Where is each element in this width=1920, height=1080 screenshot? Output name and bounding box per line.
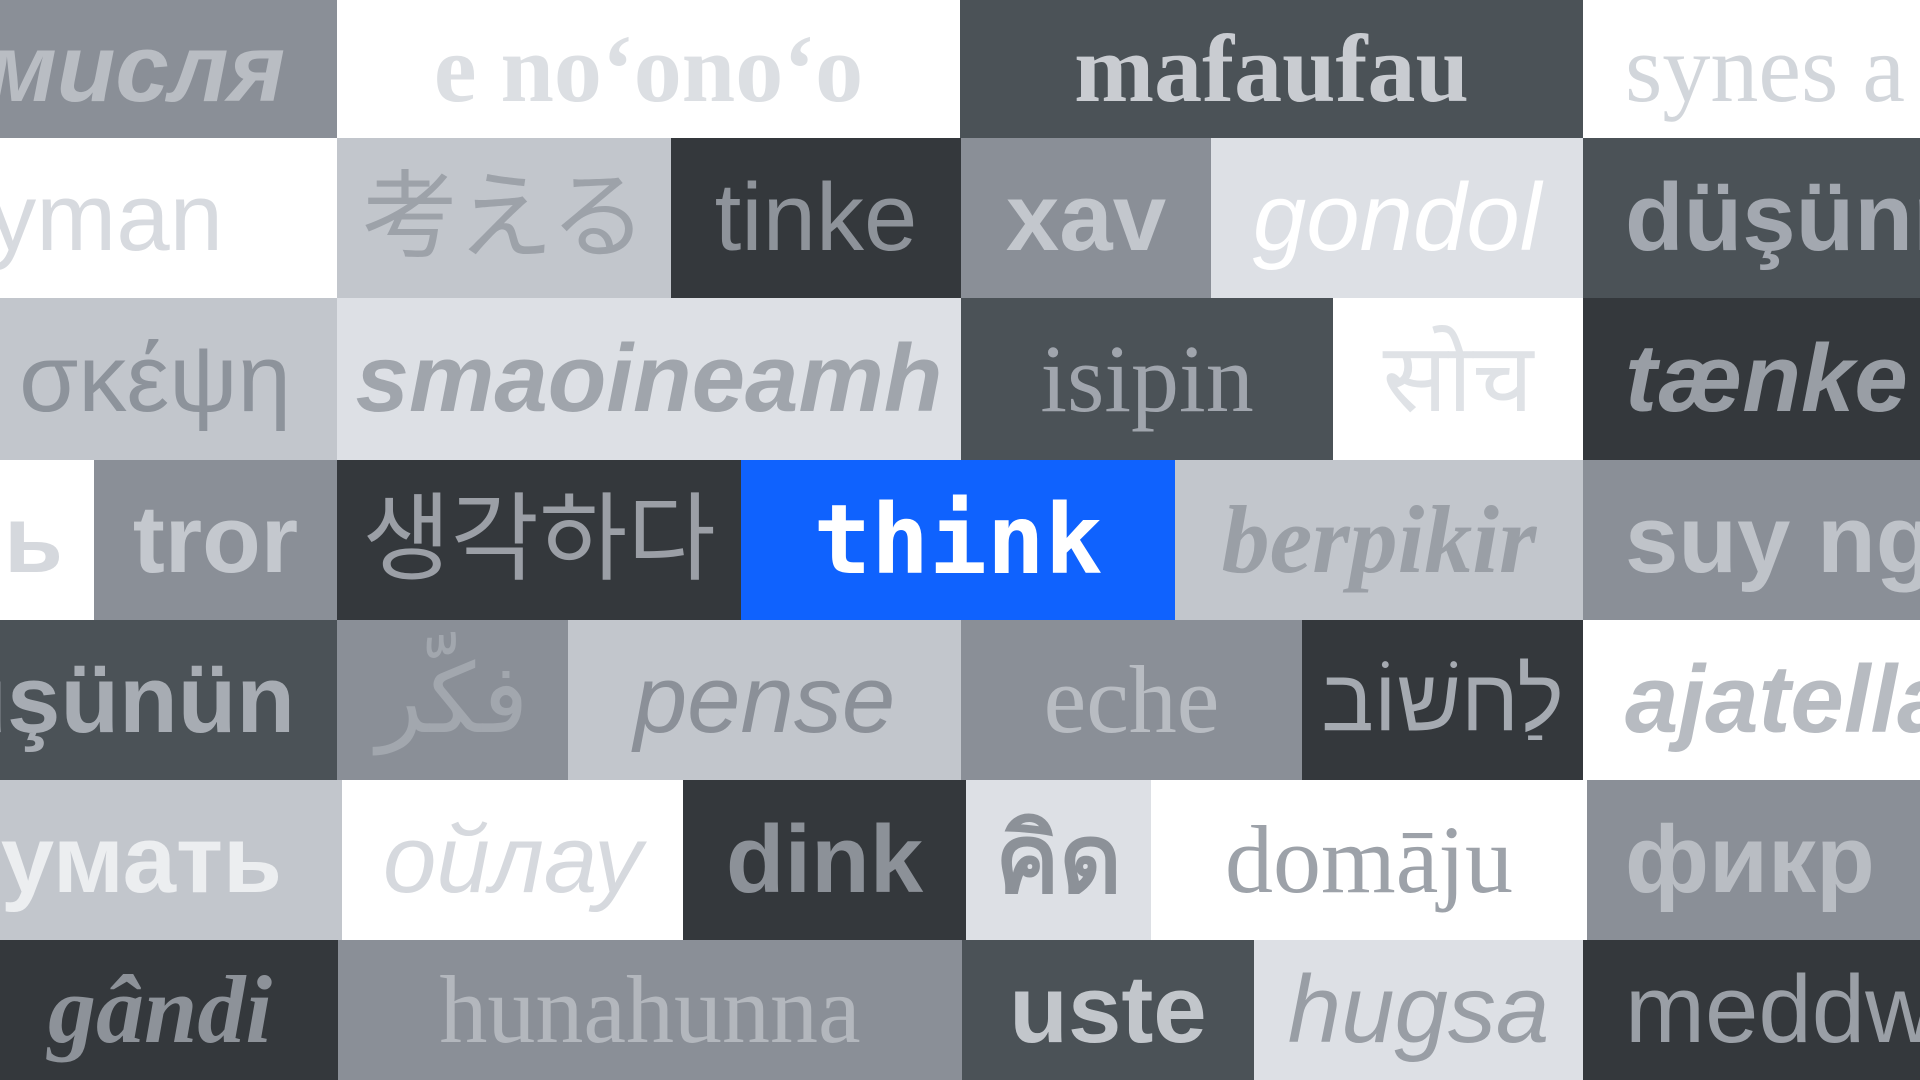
word-label: üşünün [0,646,295,753]
word-label: uste [1009,956,1207,1063]
word-label: hunahunna [439,956,861,1063]
tile-hungarian: gondol [1211,138,1583,298]
word-label: isipin [1040,325,1254,432]
tile-hindi: सोच [1333,298,1583,460]
tile-portuguese: pense [568,620,961,780]
word-label: synes a [1625,15,1905,122]
word-label: לַחשׁוֹב [1321,650,1564,749]
tile-tajik: фикр [1587,780,1920,940]
word-label: mafaufau [1074,15,1469,122]
word-label: tinke [714,164,918,271]
tile-latvian: domāju [1151,780,1587,940]
word-label: suy ngh [1625,486,1920,593]
tile-turkish-1: düşünm [1583,138,1920,298]
word-label: ь [4,486,64,593]
word-label: σκέψη [19,325,291,432]
tile-filipino: isipin [961,298,1333,460]
word-label: فكّر [376,646,529,753]
word-label: smaoineamh [355,325,943,432]
tile-hawaiian: e noʻonoʻo [337,0,960,138]
tile-afrikaans: dink [683,780,966,940]
tile-hebrew: לַחשׁוֹב [1302,620,1583,780]
word-label: คิด [995,806,1122,913]
tile-arabic: فكّر [337,620,568,780]
word-label: domāju [1225,806,1513,913]
word-label: think [813,484,1103,596]
word-label: 생각하다 [362,486,716,593]
word-label: e noʻonoʻo [433,15,864,122]
word-label: мисля [0,15,285,122]
tile-greek: σκέψη [0,298,337,460]
tile-turkish-2: üşünün [0,620,337,780]
tile-welsh: meddw [1583,940,1920,1080]
word-label: सोच [1382,325,1534,432]
tile-r4-a: ь [0,460,94,620]
word-label: berpikir [1221,486,1537,593]
word-label: pense [633,646,896,753]
tile-samoan: mafaufau [960,0,1583,138]
word-label: tænke [1625,325,1908,432]
tile-basque: uste [962,940,1254,1080]
word-label: dink [725,806,924,913]
word-label: gondol [1252,164,1542,271]
tile-thai: คิด [966,780,1151,940]
tile-kazakh: ойлау [342,780,683,940]
tile-indonesian: berpikir [1175,460,1583,620]
word-label: ойлау [382,806,643,913]
tile-russian: думать [0,780,342,940]
word-label: tror [132,486,299,593]
tile-swedish: tror [94,460,337,620]
tile-tinke: tinke [671,138,961,298]
tile-bulgarian: мисля [0,0,337,138]
word-label: думать [0,806,282,913]
tile-japanese: 考える [337,138,671,298]
tile-danish: tænke [1583,298,1920,460]
tile-hmong: xav [961,138,1211,298]
word-label: yman [0,164,223,271]
word-label: xav [1005,164,1167,271]
word-label: meddw [1625,956,1920,1063]
tile-think-highlight: think [741,460,1175,620]
tile-finnish: ajatella [1583,620,1920,780]
tile-romanian: gândi [0,940,338,1080]
word-label: фикр [1625,806,1875,913]
tile-r2-a: yman [0,138,337,298]
tile-korean: 생각하다 [337,460,741,620]
tile-irish: smaoineamh [337,298,961,460]
tile-norwegian: synes a [1583,0,1920,138]
word-label: ajatella [1625,646,1920,753]
word-label: 考える [361,164,647,271]
word-label: eche [1043,646,1220,753]
tile-vietnamese: suy ngh [1583,460,1920,620]
tile-sinhala: hunahunna [338,940,962,1080]
tile-eche: eche [961,620,1302,780]
word-label: gândi [47,956,272,1063]
word-label: düşünm [1625,164,1920,271]
tile-icelandic: hugsa [1254,940,1583,1080]
word-label: hugsa [1287,956,1550,1063]
